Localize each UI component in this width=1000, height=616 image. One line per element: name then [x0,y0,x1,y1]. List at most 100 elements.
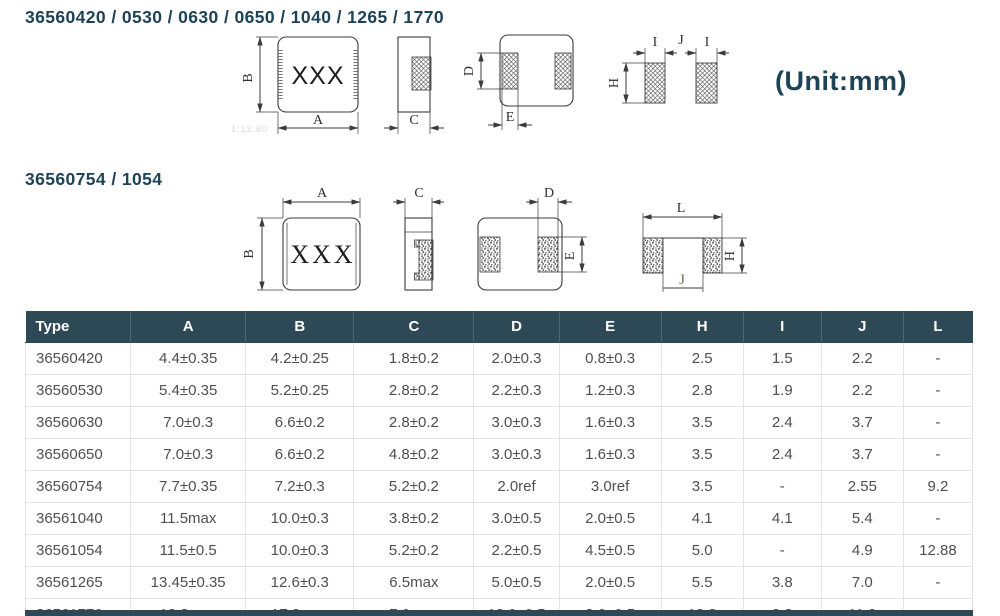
cell-d: 3.0±0.3 [473,406,560,439]
scale-watermark: 1:12.80 [231,124,269,134]
cell-a: 7.0±0.3 [130,438,247,471]
column-header-d: D [473,311,560,343]
cell-a: 5.4±0.35 [130,374,247,407]
terminal-tab [414,239,420,248]
cell-type: 36560754 [24,470,132,503]
cell-j: 7.0 [820,566,904,599]
terminal-pad [501,52,519,90]
cell-j: 2.2 [820,374,904,407]
dim-label-a: A [313,113,324,128]
cell-e: 2.0±0.5 [558,566,662,599]
cell-type: 36560650 [24,438,132,471]
column-header-i: I [743,311,822,343]
cell-d: 2.0ref [473,470,560,503]
cell-c: 2.8±0.2 [353,374,475,407]
cell-e: 2.0±0.5 [558,502,662,535]
cell-a: 4.4±0.35 [130,342,247,375]
dim-label-c: C [409,113,418,128]
dim-label-d: D [462,66,477,76]
terminal-tab [414,272,420,281]
cell-j: 2.55 [820,470,904,503]
cell-l: - [902,342,974,375]
dim-label-a: A [317,186,328,201]
cell-b: 7.2±0.3 [245,470,355,503]
cell-h: 4.1 [660,502,744,535]
terminal-pad [411,56,432,91]
table-body: 36560420 4.4±0.35 4.2±0.25 1.8±0.2 2.0±0.3 0.… [24,342,974,616]
cell-e: 1.6±0.3 [558,438,662,471]
cell-c: 3.8±0.2 [353,502,475,535]
cell-d: 5.0±0.5 [473,566,560,599]
cell-type: 36560530 [24,374,132,407]
dim-label-e: E [563,252,578,261]
terminal-edge-left [278,48,283,101]
cell-a: 11.5±0.5 [130,534,247,567]
dim-label-b: B [241,73,256,82]
cell-j: 3.7 [820,438,904,471]
cell-b: 12.6±0.3 [245,566,355,599]
land-pad [644,62,666,104]
cell-d: 2.0±0.3 [473,342,560,375]
cell-d: 3.0±0.5 [473,502,560,535]
cell-i: 1.9 [742,374,822,407]
cell-d: 3.0±0.3 [473,438,560,471]
dim-label-h: H [723,251,738,261]
cell-l: 9.2 [902,470,974,503]
cell-type: 36561040 [24,502,132,535]
s1-side-view-drawing: C [384,36,444,134]
column-header-type: Type [25,311,132,343]
table-row: 36561265 13.45±0.35 12.6±0.3 6.5max 5.0±0.5 2… [24,566,974,599]
terminal-clip [418,239,434,281]
table-row: 36560650 7.0±0.3 6.6±0.2 4.8±0.2 3.0±0.3 1.6±… [24,438,974,471]
section1-title: 36560420 / 0530 / 0630 / 0650 / 1040 / 1… [25,7,444,27]
cell-a: 7.0±0.3 [130,406,247,439]
cell-h: 2.5 [660,342,744,375]
cell-b: 5.2±0.25 [245,374,355,407]
dim-label-h: H [607,78,622,88]
s1-bottom-view-drawing: D E [462,34,574,130]
dim-label-j: J [679,272,685,288]
cell-d: 2.2±0.5 [473,534,560,567]
cell-c: 6.5max [353,566,475,599]
s1-top-view-drawing: B XXX A [241,36,359,134]
cell-a: 13.45±0.35 [130,566,247,599]
unit-note: (Unit:mm) [775,66,907,96]
cell-b: 10.0±0.3 [245,534,355,567]
cell-a: 7.7±0.35 [130,470,247,503]
table-bottom-strip [25,610,973,616]
dim-label-l: L [677,201,686,216]
dimension-table: Type A B C D E H I J L 36560420 4.4±0.35 4.2±0.25 1.… [24,311,974,616]
s1-land-pattern-drawing: I J I H [607,33,729,104]
cell-l: - [902,374,974,407]
cell-h: 3.5 [660,438,744,471]
cell-d: 2.2±0.3 [473,374,560,407]
cell-a: 11.5max [130,502,247,535]
cell-l: - [902,566,974,599]
cell-h: 3.5 [660,406,744,439]
dim-label-j: J [678,33,684,48]
table-row: 36561040 11.5max 10.0±0.3 3.8±0.2 3.0±0.5 2.0… [24,502,974,535]
cell-b: 4.2±0.25 [245,342,355,375]
table-row: 36560630 7.0±0.3 6.6±0.2 2.8±0.2 3.0±0.3 1.6±… [24,406,974,439]
terminal-pad [479,236,501,273]
cell-b: 6.6±0.2 [245,406,355,439]
cell-b: 6.6±0.2 [245,438,355,471]
cell-h: 3.5 [660,470,744,503]
cell-e: 0.8±0.3 [558,342,662,375]
terminal-edge-right [353,48,358,101]
cell-l: 12.88 [902,534,974,567]
s2-bottom-view-drawing: D E [477,186,587,291]
cell-c: 1.8±0.2 [353,342,475,375]
dim-label-i-left: I [653,35,658,50]
column-header-a: A [130,311,247,343]
cell-j: 4.9 [820,534,904,567]
section2-drawings: A B XXX C [242,186,747,292]
cell-i: 2.4 [742,438,822,471]
column-header-h: H [661,311,744,343]
section2-title: 36560754 / 1054 [25,169,163,189]
cell-type: 36560630 [24,406,132,439]
cell-c: 4.8±0.2 [353,438,475,471]
table-row: 36560530 5.4±0.35 5.2±0.25 2.8±0.2 2.2±0.3 1.… [24,374,974,407]
table-row: 36561054 11.5±0.5 10.0±0.3 5.2±0.2 2.2±0.5 4.… [24,534,974,567]
cell-c: 2.8±0.2 [353,406,475,439]
